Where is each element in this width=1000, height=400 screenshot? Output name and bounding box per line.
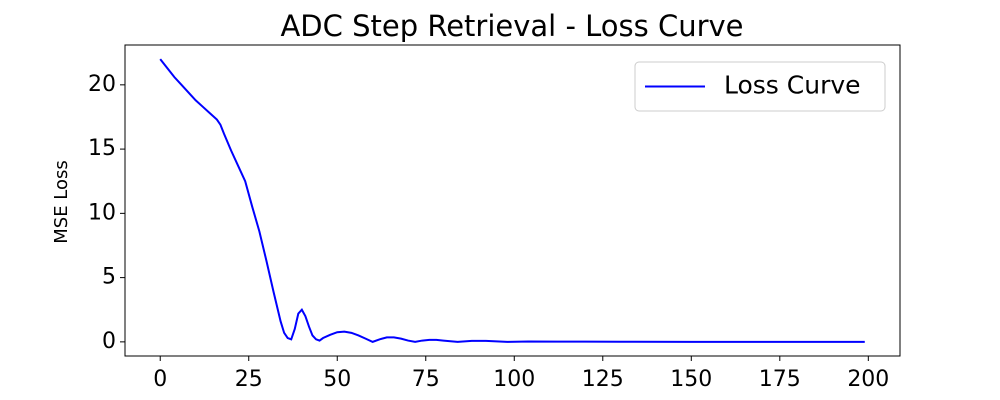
y-tick-label: 10 [88,200,116,225]
x-tick-label: 150 [670,367,712,392]
plot-frame [124,44,901,357]
x-tick-label: 125 [582,367,624,392]
x-tick-label: 75 [412,367,440,392]
x-tick-label: 50 [323,367,351,392]
x-tick-label: 0 [153,367,167,392]
legend-box [634,61,886,112]
x-tick-label: 100 [493,367,535,392]
y-tick-label: 5 [102,265,116,290]
y-tick-label: 0 [102,329,116,354]
y-tick-label: 15 [88,136,116,161]
legend-label: Loss Curve [724,71,861,100]
x-tick-label: 200 [847,367,889,392]
loss-line [159,58,865,343]
chart-title: ADC Step Retrieval - Loss Curve [280,9,743,43]
x-tick-label: 175 [759,367,801,392]
x-tick-label: 25 [235,367,263,392]
y-tick-label: 20 [88,72,116,97]
y-axis-label: MSE Loss [51,160,72,244]
